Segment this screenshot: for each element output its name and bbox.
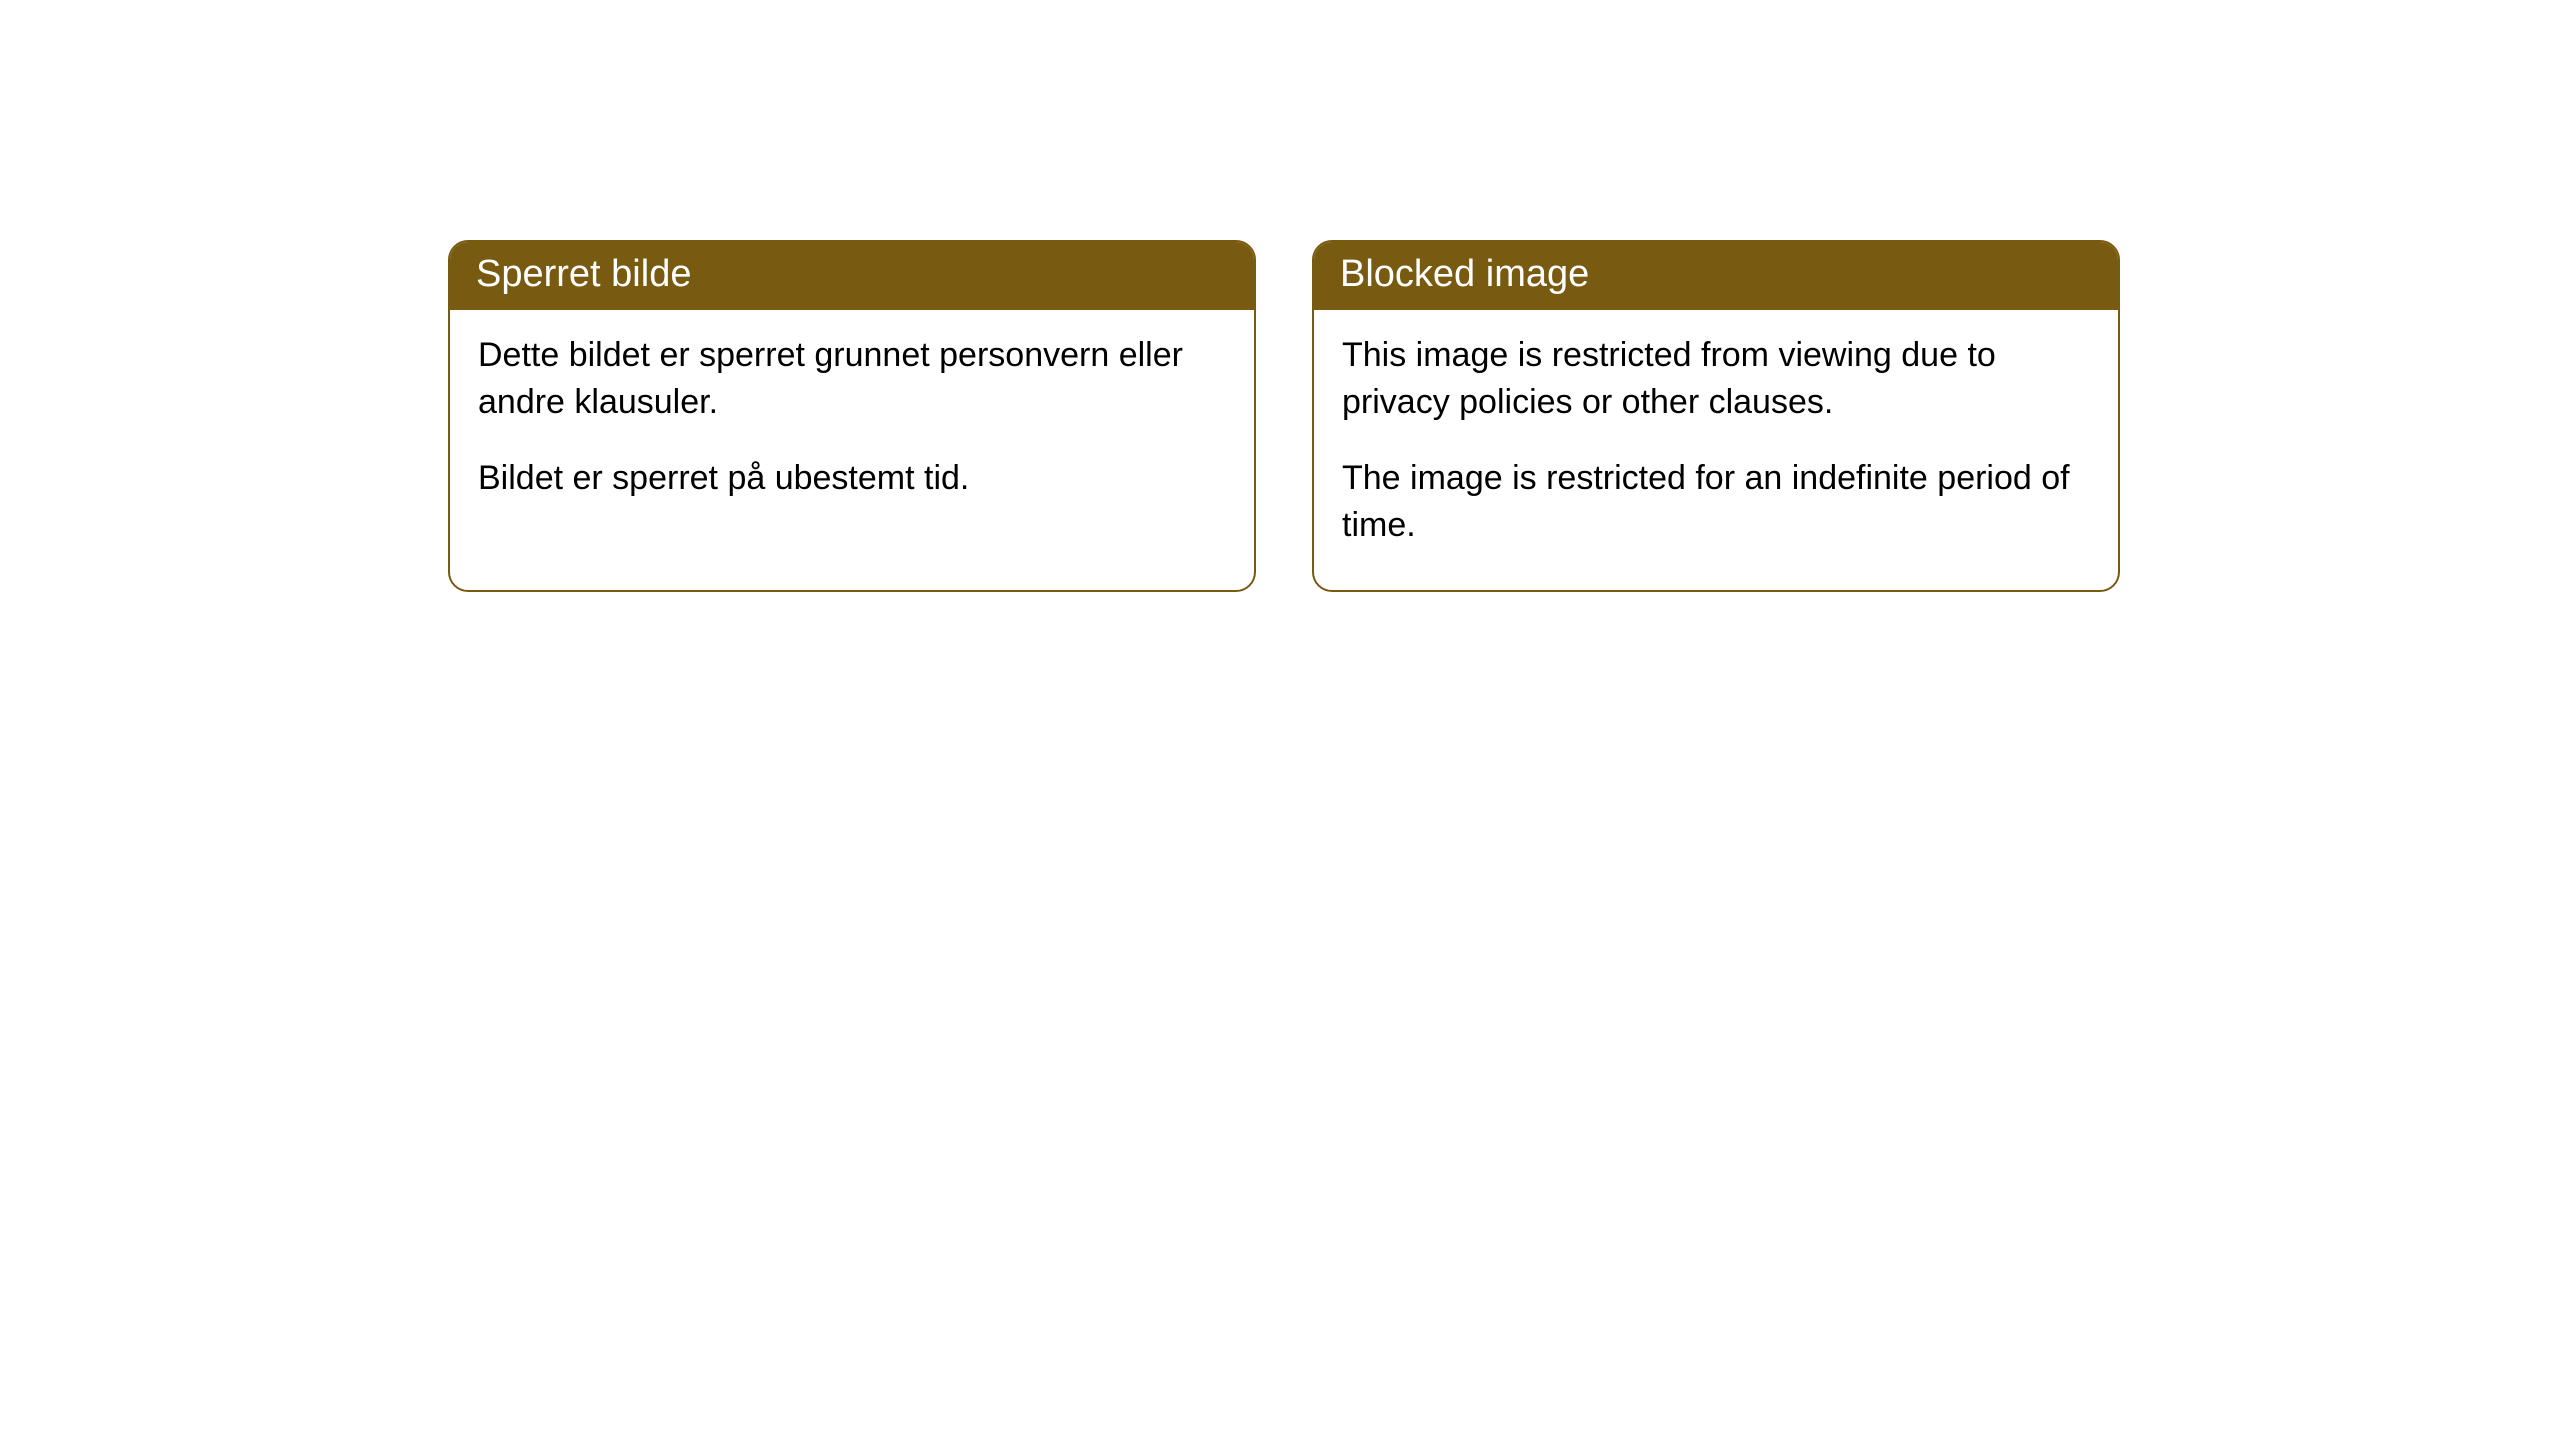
notice-card-english: Blocked image This image is restricted f… bbox=[1312, 240, 2120, 592]
card-header: Sperret bilde bbox=[450, 242, 1254, 310]
notice-card-norwegian: Sperret bilde Dette bildet er sperret gr… bbox=[448, 240, 1256, 592]
card-paragraph: Dette bildet er sperret grunnet personve… bbox=[478, 332, 1226, 427]
card-body: This image is restricted from viewing du… bbox=[1314, 310, 2118, 590]
card-body: Dette bildet er sperret grunnet personve… bbox=[450, 310, 1254, 543]
card-paragraph: This image is restricted from viewing du… bbox=[1342, 332, 2090, 427]
notice-cards-container: Sperret bilde Dette bildet er sperret gr… bbox=[448, 240, 2120, 592]
card-paragraph: Bildet er sperret på ubestemt tid. bbox=[478, 455, 1226, 503]
card-paragraph: The image is restricted for an indefinit… bbox=[1342, 455, 2090, 550]
card-header: Blocked image bbox=[1314, 242, 2118, 310]
